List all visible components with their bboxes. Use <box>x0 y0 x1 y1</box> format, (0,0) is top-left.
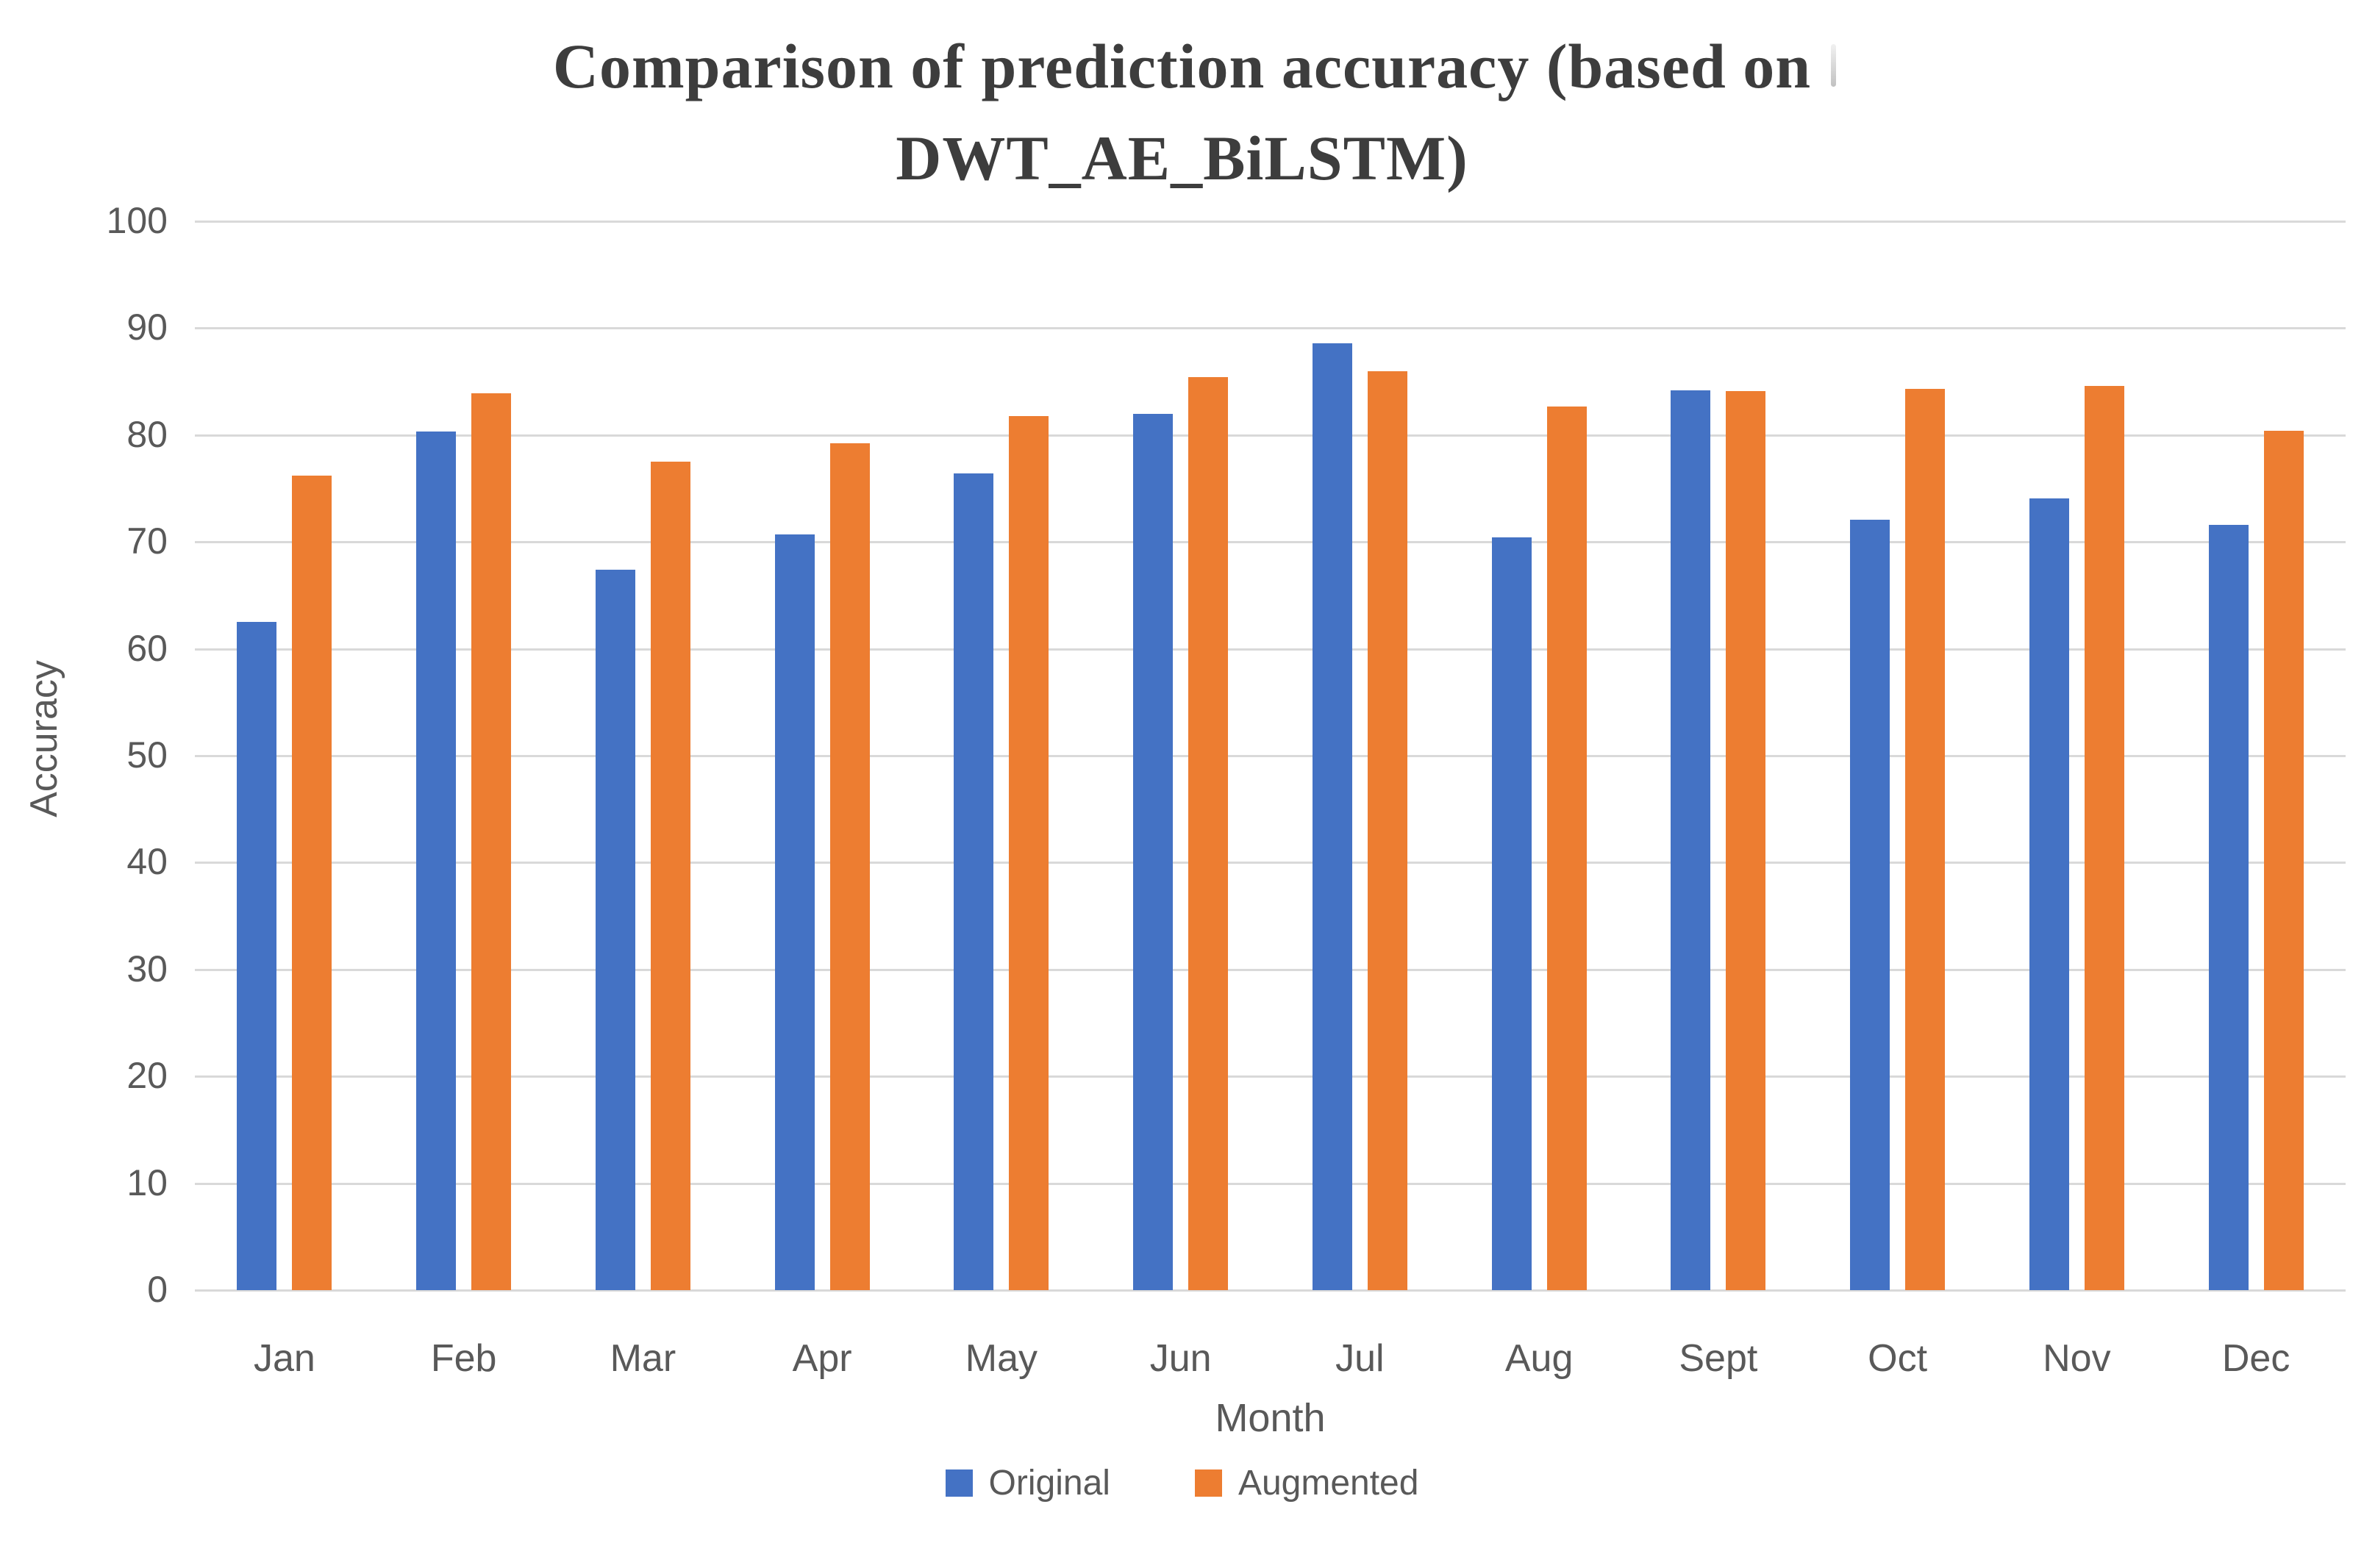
gridline-40 <box>195 862 2346 864</box>
bar-original-oct <box>1850 520 1890 1290</box>
legend-swatch-augmented <box>1194 1469 1222 1497</box>
x-tick-label-sept: Sept <box>1679 1337 1758 1380</box>
legend-item-original: Original <box>945 1463 1110 1503</box>
gridline-90 <box>195 327 2346 330</box>
x-tick-label-dec: Dec <box>2221 1337 2290 1380</box>
x-tick-label-jul: Jul <box>1335 1337 1385 1380</box>
y-tick-label-10: 10 <box>126 1161 168 1203</box>
x-tick-label-apr: Apr <box>792 1337 852 1380</box>
bar-original-aug <box>1492 537 1532 1290</box>
bar-original-jun <box>1133 414 1173 1290</box>
y-tick-label-70: 70 <box>126 520 168 562</box>
x-tick-label-nov: Nov <box>2043 1337 2111 1380</box>
chart-title: Comparison of prediction accuracy (based… <box>0 21 2364 204</box>
gridline-20 <box>195 1075 2346 1078</box>
gridline-0 <box>195 1289 2346 1292</box>
bar-augmented-nov <box>2085 386 2124 1290</box>
x-tick-label-aug: Aug <box>1504 1337 1574 1380</box>
x-axis-title: Month <box>1215 1396 1326 1440</box>
y-tick-label-50: 50 <box>126 734 168 776</box>
bar-augmented-mar <box>651 462 690 1290</box>
bar-original-mar <box>596 570 635 1290</box>
chart-title-line2: DWT_AE_BiLSTM) <box>896 123 1468 193</box>
x-tick-label-oct: Oct <box>1868 1337 1928 1380</box>
gridline-60 <box>195 648 2346 651</box>
bar-original-jan <box>237 622 276 1290</box>
legend-swatch-original <box>945 1469 973 1497</box>
bar-augmented-may <box>1009 416 1049 1290</box>
bar-original-apr <box>775 534 815 1290</box>
y-tick-label-30: 30 <box>126 948 168 989</box>
x-tick-label-may: May <box>965 1337 1038 1380</box>
legend-label-augmented: Augmented <box>1238 1464 1419 1503</box>
legend: Original Augmented <box>0 1463 2364 1503</box>
bar-augmented-oct <box>1905 389 1945 1290</box>
legend-item-augmented: Augmented <box>1194 1463 1419 1503</box>
bar-original-sept <box>1671 390 1710 1290</box>
y-tick-label-60: 60 <box>126 627 168 669</box>
gridline-50 <box>195 755 2346 757</box>
title-artifact-mark <box>1831 44 1836 87</box>
bar-augmented-aug <box>1547 407 1587 1290</box>
bar-augmented-sept <box>1726 391 1765 1290</box>
bar-augmented-jul <box>1368 371 1407 1290</box>
gridline-70 <box>195 541 2346 544</box>
bar-augmented-dec <box>2264 431 2304 1290</box>
x-tick-label-mar: Mar <box>610 1337 676 1380</box>
gridline-100 <box>195 221 2346 223</box>
y-tick-label-20: 20 <box>126 1055 168 1097</box>
bar-original-nov <box>2029 498 2069 1290</box>
x-tick-label-jan: Jan <box>253 1337 315 1380</box>
bar-augmented-feb <box>471 393 511 1290</box>
y-tick-label-90: 90 <box>126 307 168 348</box>
bar-original-feb <box>416 432 456 1290</box>
bar-original-jul <box>1313 343 1352 1290</box>
y-tick-label-40: 40 <box>126 841 168 883</box>
bar-augmented-apr <box>830 443 870 1290</box>
y-tick-label-0: 0 <box>147 1269 168 1310</box>
gridline-30 <box>195 968 2346 971</box>
gridline-10 <box>195 1182 2346 1185</box>
x-tick-label-feb: Feb <box>430 1337 497 1380</box>
x-tick-label-jun: Jun <box>1149 1337 1212 1380</box>
bar-augmented-jan <box>292 476 332 1290</box>
legend-label-original: Original <box>988 1464 1110 1503</box>
y-tick-label-100: 100 <box>106 200 168 241</box>
chart-title-line1: Comparison of prediction accuracy (based… <box>552 31 1812 101</box>
gridline-80 <box>195 434 2346 437</box>
y-tick-label-80: 80 <box>126 413 168 455</box>
bar-augmented-jun <box>1188 377 1228 1290</box>
bar-original-dec <box>2209 525 2249 1290</box>
bar-original-may <box>954 473 993 1290</box>
